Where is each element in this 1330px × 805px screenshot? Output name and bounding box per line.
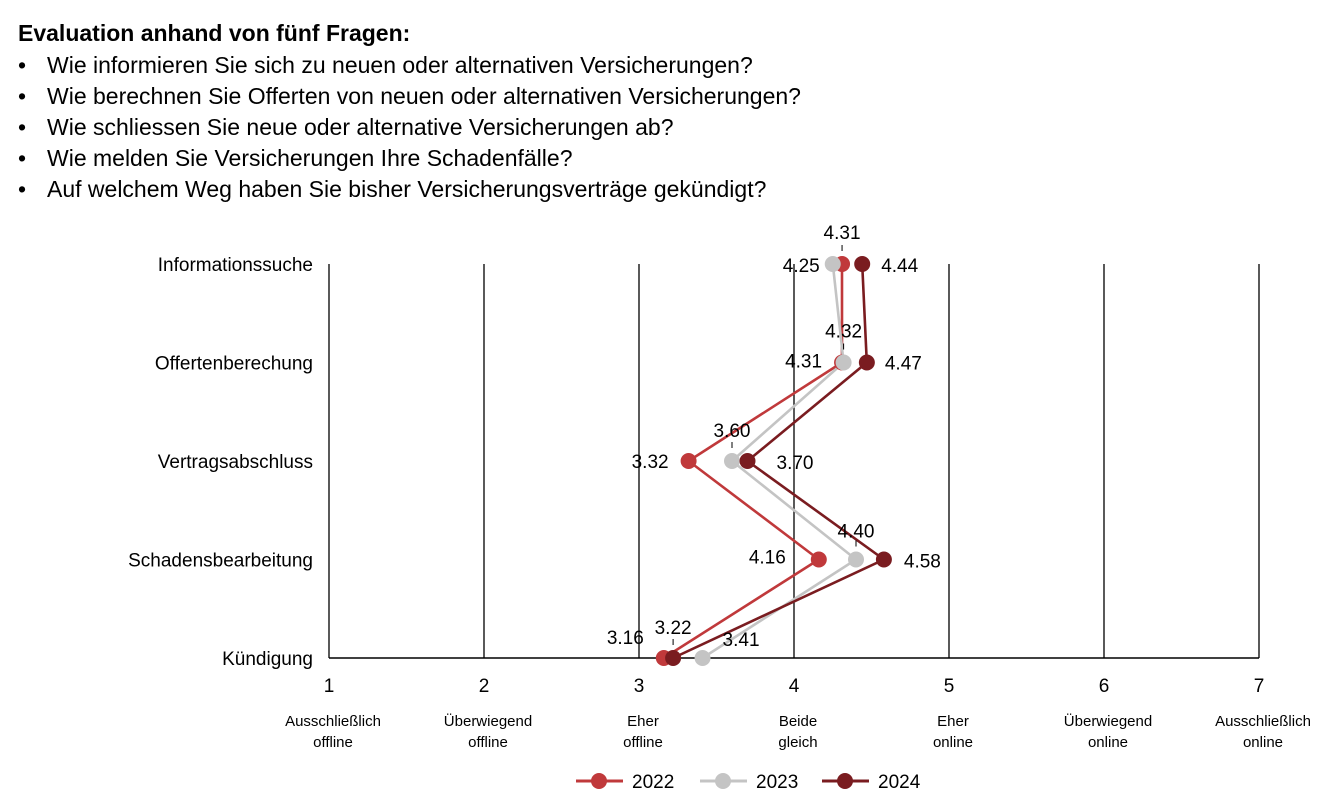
- bullet-glyph: •: [18, 52, 27, 78]
- question-item: • Auf welchem Weg haben Sie bisher Versic…: [18, 174, 1318, 205]
- category-label: Vertragsabschluss: [158, 452, 313, 473]
- question-text: Auf welchem Weg haben Sie bisher Versich…: [47, 176, 767, 202]
- data-point-2023: [694, 650, 711, 666]
- data-point-2023: [824, 256, 841, 272]
- question-item: • Wie melden Sie Versicherungen Ihre Scha…: [18, 143, 1318, 174]
- bullet-glyph: •: [18, 83, 27, 109]
- x-tick-label: 7: [1254, 676, 1265, 697]
- bullet-glyph: •: [18, 114, 27, 140]
- x-tick-label: 3: [634, 676, 645, 697]
- x-tick-label: 5: [944, 676, 955, 697]
- question-text: Wie schliessen Sie neue oder alternative…: [47, 114, 674, 140]
- data-point-2024: [739, 453, 756, 469]
- x-tick-description: Ausschließlich online: [1215, 713, 1311, 751]
- category-label: Informationssuche: [158, 255, 313, 276]
- x-tick-description-line: online: [933, 734, 973, 751]
- legend-marker-2023: [715, 773, 731, 789]
- x-tick-label: 1: [324, 676, 335, 697]
- data-label-2022: 4.31: [785, 352, 822, 373]
- question-list: • Wie informieren Sie sich zu neuen oder …: [18, 50, 1318, 205]
- legend-label-2022: 2022: [632, 772, 674, 793]
- x-tick-description-line: Eher: [627, 713, 659, 730]
- x-tick-description-line: Überwiegend: [1064, 712, 1152, 730]
- data-point-2024: [854, 256, 871, 272]
- data-point-2022: [810, 551, 827, 568]
- x-tick-description: Beide gleich: [778, 713, 817, 751]
- x-tick-description: Überwiegend offline: [444, 712, 532, 751]
- data-label-2023: 4.25: [783, 256, 820, 277]
- data-label-2022: 3.16: [607, 628, 644, 649]
- x-tick-description: Eher online: [933, 713, 973, 751]
- data-point-2023: [724, 453, 740, 469]
- data-point-2024: [665, 650, 682, 666]
- x-tick-description-line: Ausschließlich: [285, 713, 381, 730]
- legend-label-2023: 2023: [756, 772, 798, 793]
- legend-marker-2022: [591, 773, 607, 789]
- data-label-2022: 4.16: [749, 548, 786, 569]
- data-point-2023: [835, 354, 852, 371]
- data-label-2024: 3.70: [777, 453, 814, 474]
- data-point-2023: [848, 551, 864, 568]
- data-point-2024: [875, 551, 892, 568]
- data-label-2022: 3.32: [632, 452, 669, 473]
- data-label-2024: 3.22: [655, 618, 692, 639]
- question-text: Wie melden Sie Versicherungen Ihre Schad…: [47, 145, 573, 171]
- data-label-2023: 3.60: [714, 421, 751, 442]
- question-item: • Wie berechnen Sie Offerten von neuen od…: [18, 81, 1318, 112]
- bullet-glyph: •: [18, 176, 27, 202]
- x-tick-label: 2: [479, 676, 490, 697]
- x-tick-description-line: Eher: [937, 713, 969, 730]
- question-text: Wie berechnen Sie Offerten von neuen ode…: [47, 83, 801, 109]
- question-item: • Wie schliessen Sie neue oder alternativ…: [18, 112, 1318, 143]
- category-label: Schadensbearbeitung: [128, 551, 313, 572]
- category-label: Kündigung: [222, 649, 313, 670]
- data-label-2024: 4.44: [881, 256, 918, 277]
- legend-marker-2024: [837, 773, 853, 789]
- legend-label-2024: 2024: [878, 772, 921, 793]
- data-point-2024: [858, 354, 875, 371]
- data-point-2022: [680, 453, 697, 469]
- page-title: Evaluation anhand von fünf Fragen:: [18, 20, 411, 46]
- data-label-2023: 3.41: [723, 630, 760, 651]
- x-tick-description: Eher offline: [623, 713, 663, 751]
- x-tick-description: Ausschließlich offline: [285, 713, 381, 751]
- x-tick-description-line: offline: [623, 734, 663, 751]
- x-tick-label: 4: [789, 676, 800, 697]
- x-tick-description-line: gleich: [778, 734, 817, 751]
- data-label-2023: 4.32: [825, 322, 862, 343]
- x-tick-label: 6: [1099, 676, 1110, 697]
- category-label: Offertenberechung: [155, 354, 313, 375]
- bullet-glyph: •: [18, 145, 27, 171]
- x-tick-description-line: Überwiegend: [444, 712, 532, 730]
- x-tick-description-line: Ausschließlich: [1215, 713, 1311, 730]
- x-tick-description-line: online: [1088, 734, 1128, 751]
- x-tick-description-line: offline: [468, 734, 508, 751]
- x-tick-description-line: offline: [313, 734, 353, 751]
- data-label-2024: 4.47: [885, 354, 922, 375]
- question-header: Evaluation anhand von fünf Fragen: • Wie …: [18, 18, 1318, 205]
- question-text: Wie informieren Sie sich zu neuen oder a…: [47, 52, 753, 78]
- data-label-2022: 4.31: [824, 223, 861, 244]
- x-tick-description: Überwiegend online: [1064, 712, 1152, 751]
- x-tick-description-line: online: [1243, 734, 1283, 751]
- data-label-2024: 4.58: [904, 552, 941, 573]
- question-item: • Wie informieren Sie sich zu neuen oder …: [18, 50, 1318, 81]
- x-tick-description-line: Beide: [779, 713, 817, 730]
- data-label-2023: 4.40: [838, 522, 875, 543]
